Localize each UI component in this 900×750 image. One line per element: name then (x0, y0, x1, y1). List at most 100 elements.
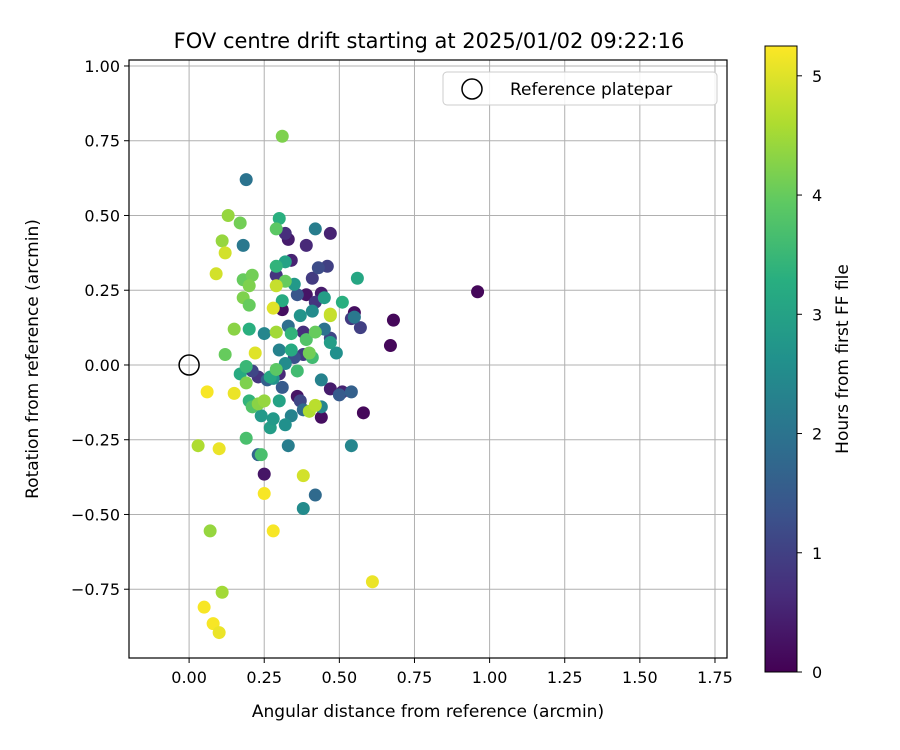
colorbar-tick-label: 5 (812, 67, 822, 86)
data-point (275, 294, 289, 308)
x-tick-label: 1.00 (472, 668, 508, 687)
data-point (332, 388, 346, 402)
data-point (218, 246, 232, 260)
data-point (272, 343, 286, 357)
data-point (323, 336, 337, 350)
data-point (356, 406, 370, 420)
data-point (209, 267, 223, 281)
data-point (227, 386, 241, 400)
chart-title: FOV centre drift starting at 2025/01/02 … (174, 29, 685, 53)
data-point (308, 398, 322, 412)
colorbar-gradient (764, 45, 798, 673)
y-axis-ticks: −0.75 −0.50 −0.25 0.00 0.25 0.50 0.75 1.00 (71, 57, 129, 599)
data-point (323, 226, 337, 240)
data-point (329, 346, 343, 360)
data-point (308, 488, 322, 502)
data-point (248, 346, 262, 360)
data-point (266, 301, 280, 315)
data-point (275, 129, 289, 143)
legend: Reference platepar (442, 71, 718, 106)
data-point (302, 346, 316, 360)
x-axis-label: Angular distance from reference (arcmin) (252, 702, 604, 722)
legend-box (442, 71, 718, 106)
data-point (284, 327, 298, 341)
data-point (386, 313, 400, 327)
data-point (215, 234, 229, 248)
grid (129, 60, 727, 658)
data-point (254, 409, 268, 423)
data-point (317, 291, 331, 305)
data-point (266, 524, 280, 538)
data-point (269, 279, 283, 293)
colorbar-tick-label: 2 (812, 425, 822, 444)
y-tick-label: 1.00 (84, 57, 120, 76)
data-point (239, 359, 253, 373)
data-point (266, 412, 280, 426)
data-point (353, 321, 367, 335)
data-point (347, 310, 361, 324)
data-point (323, 307, 337, 321)
data-point (200, 385, 214, 399)
data-point (344, 385, 358, 399)
data-point (290, 288, 304, 302)
colorbar-label: Hours from first FF file (833, 264, 853, 454)
y-axis-label: Rotation from reference (arcmin) (23, 219, 43, 499)
data-point (257, 467, 271, 481)
data-point (296, 469, 310, 483)
data-point (275, 380, 289, 394)
data-point (242, 279, 256, 293)
data-point (242, 322, 256, 336)
data-point (215, 585, 229, 599)
colorbar: 0 1 2 3 4 5 Hours from first FF file (764, 45, 853, 682)
data-point (239, 173, 253, 187)
colorbar-tick-label: 1 (812, 544, 822, 563)
data-point (296, 502, 310, 515)
data-point (254, 448, 268, 462)
data-point (257, 327, 271, 341)
colorbar-tick-label: 0 (812, 663, 822, 682)
x-tick-label: 0.25 (246, 668, 282, 687)
x-axis-ticks: 0.00 0.25 0.50 0.75 1.00 1.25 1.50 1.75 (171, 658, 733, 687)
data-point (212, 626, 226, 640)
data-point (299, 288, 313, 302)
data-point (269, 362, 283, 376)
data-point (257, 394, 271, 408)
data-point (314, 373, 328, 387)
data-point (344, 439, 358, 453)
legend-entry-reference: Reference platepar (510, 80, 672, 100)
data-point (305, 271, 319, 285)
data-point (471, 285, 485, 299)
data-point (221, 208, 235, 222)
data-point (365, 575, 379, 589)
plot-frame (128, 59, 728, 659)
data-point (308, 222, 322, 236)
y-tick-label: 0.00 (84, 356, 120, 375)
data-point (284, 343, 298, 357)
data-point (218, 348, 232, 362)
y-tick-label: −0.50 (71, 505, 120, 524)
x-tick-label: 0.00 (171, 668, 207, 687)
data-point (227, 322, 241, 336)
data-point (245, 268, 259, 282)
x-tick-label: 1.25 (547, 668, 583, 687)
colorbar-tick-label: 3 (812, 305, 822, 324)
data-point (278, 418, 292, 432)
data-point (299, 238, 313, 252)
data-point (281, 439, 295, 453)
x-tick-label: 1.75 (697, 668, 733, 687)
data-point (290, 364, 304, 378)
data-point (383, 339, 397, 353)
data-point (242, 298, 256, 312)
colorbar-ticks: 0 1 2 3 4 5 (797, 67, 822, 682)
y-tick-label: −0.25 (71, 431, 120, 450)
data-point (305, 304, 319, 318)
data-point (272, 211, 286, 225)
data-point (350, 271, 364, 285)
y-tick-label: 0.75 (84, 132, 120, 151)
reference-platepar-marker (178, 354, 200, 376)
data-point (308, 325, 322, 339)
data-point (191, 439, 205, 453)
data-point (299, 333, 313, 347)
data-point (233, 216, 247, 230)
data-point (239, 376, 253, 390)
